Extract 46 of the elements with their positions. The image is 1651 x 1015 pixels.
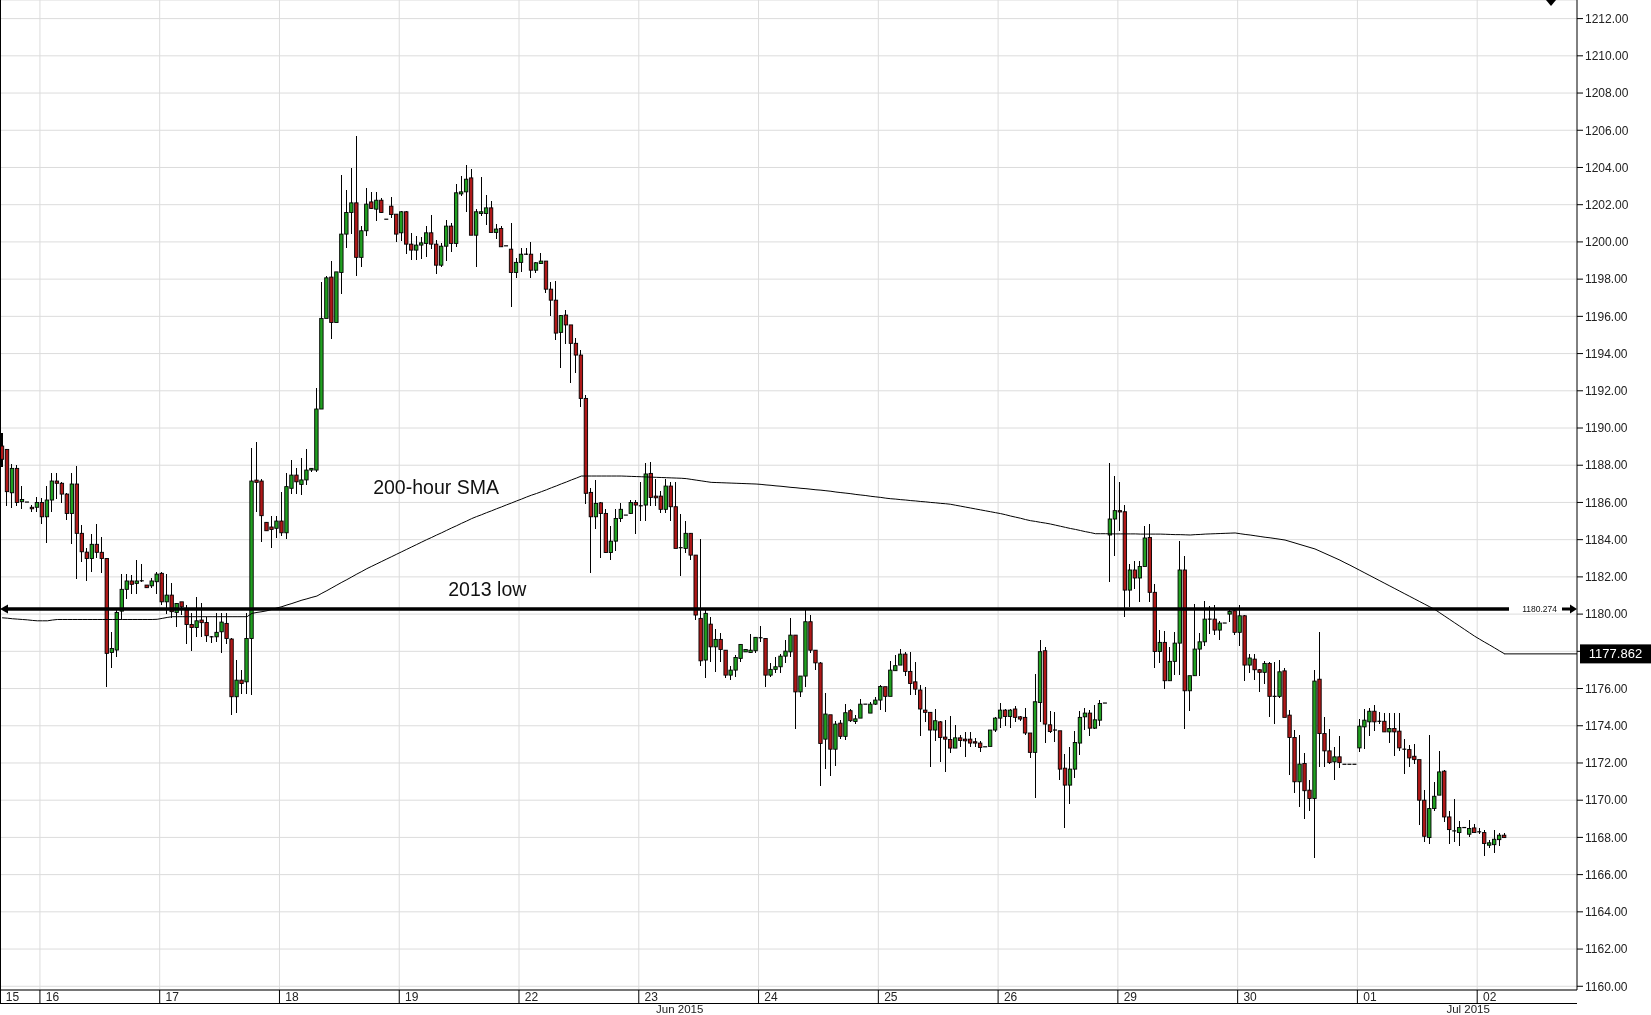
x-tick-label: 02 [1482,990,1497,1004]
x-tick-label: 22 [524,990,539,1004]
y-tick-label: 1168.00 [1585,830,1628,845]
y-tick-label: 1202.00 [1585,197,1629,212]
x-tick-label: 01 [1363,990,1377,1004]
x-tick-label: 16 [45,990,60,1004]
x-tick-label: 19 [405,990,419,1004]
y-tick-label: 1204.00 [1585,160,1629,175]
y-tick-label: 1190.00 [1585,421,1628,436]
series-label: 200-hour SMA [373,476,499,499]
y-tick-label: 1166.00 [1585,867,1628,882]
ref-line-label: 2013 low [448,578,528,600]
y-tick-label: 1186.00 [1585,495,1628,510]
y-tick-label: 1194.00 [1585,346,1628,361]
text: Jul 2015 [1446,1002,1490,1015]
y-tick-label: 1180.00 [1585,607,1628,622]
data-label: 1177.862 [1588,646,1643,662]
y-tick-label: 1160.00 [1585,979,1628,994]
y-tick-label: 1174.00 [1585,719,1628,734]
y-tick-label: 1184.00 [1585,532,1628,547]
y-tick-label: 1208.00 [1585,86,1629,101]
x-tick-label: 30 [1243,990,1258,1004]
y-tick-label: 1196.00 [1585,309,1628,324]
x-tick-label: 24 [764,990,779,1004]
y-tick-label: 1212.00 [1585,11,1629,26]
x-tick-label: 18 [285,990,299,1004]
y-tick-label: 1192.00 [1585,384,1628,399]
y-tick-label: 1188.00 [1585,458,1628,473]
y-tick-label: 1182.00 [1585,570,1628,585]
x-tick-label: 26 [1003,990,1018,1004]
x-tick-label: 17 [165,990,180,1004]
y-tick-label: 1170.00 [1585,793,1628,808]
y-tick-label: 1162.00 [1585,942,1628,957]
y-tick-label: 1164.00 [1585,905,1628,920]
annotation: 1180.274 [1522,604,1558,614]
y-tick-label: 1172.00 [1585,756,1628,771]
x-tick-label: 23 [644,990,659,1004]
y-tick-label: 1200.00 [1585,235,1629,250]
y-tick-label: 1206.00 [1585,123,1629,138]
x-tick-label: 29 [1123,990,1138,1004]
text: Jun 2015 [656,1002,704,1015]
y-tick-label: 1198.00 [1585,272,1628,287]
x-tick-label: 25 [884,990,898,1004]
y-tick-label: 1210.00 [1585,49,1629,64]
y-tick-label: 1176.00 [1585,681,1628,696]
x-tick-label: 15 [5,990,20,1004]
